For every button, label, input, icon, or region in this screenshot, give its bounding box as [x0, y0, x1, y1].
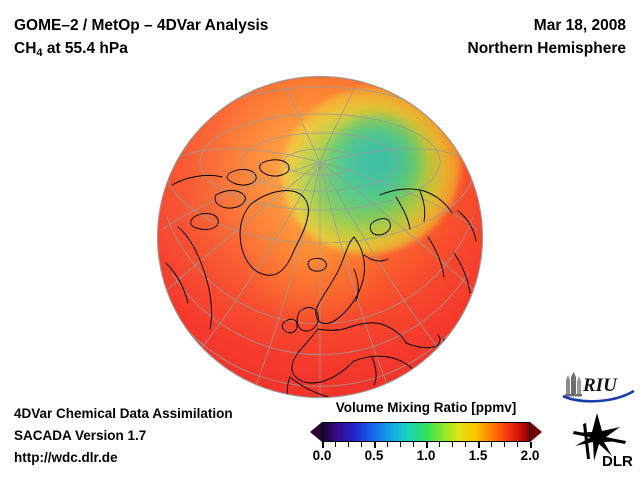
colorbar-tick-label: 0.0	[312, 448, 332, 463]
riu-towers-icon	[565, 372, 582, 397]
colorbar-tick-minor	[465, 442, 467, 447]
riu-swoosh-icon	[562, 390, 635, 403]
graticule	[161, 86, 479, 397]
altitude-label: at 55.4 hPa	[42, 40, 128, 57]
meridians	[161, 86, 479, 397]
species-subscript: 4	[36, 47, 43, 59]
date-label: Mar 18, 2008	[533, 17, 626, 34]
globe-map	[158, 77, 482, 397]
colorbar-tick-minor	[452, 442, 454, 447]
colorbar-tick-major	[530, 442, 532, 448]
colorbar-tick-labels: 0.0 0.5 1.0 1.5 2.0	[310, 448, 542, 466]
colorbar: Volume Mixing Ratio [ppmv] 0.0 0.5 1.0 1.5 2…	[310, 400, 542, 472]
colorbar-tick-label: 2.0	[520, 448, 540, 463]
colorbar-gradient	[322, 422, 530, 442]
colorbar-tick-major	[478, 442, 480, 448]
colorbar-tick-minor	[335, 442, 337, 447]
colorbar-tick-label: 1.5	[468, 448, 488, 463]
dlr-logo-icon: DLR	[572, 413, 633, 470]
colorbar-tick-label: 1.0	[416, 448, 436, 463]
colorbar-tick-minor	[361, 442, 363, 447]
globe-sphere	[158, 77, 482, 397]
dlr-mark-icon	[572, 413, 626, 461]
region-label: Northern Hemisphere	[467, 40, 626, 57]
dlr-logo-text: DLR	[602, 453, 633, 469]
species-altitude-label: CH4 at 55.4 hPa	[14, 37, 268, 65]
coastlines	[165, 159, 477, 397]
colorbar-tick-minor	[504, 442, 506, 447]
colorbar-tick-minor	[439, 442, 441, 447]
colorbar-tick-minor	[491, 442, 493, 447]
colorbar-tick-minor	[400, 442, 402, 447]
colorbar-high-cap-icon	[530, 422, 542, 442]
riu-logo-text: RIU	[582, 375, 618, 396]
colorbar-tick-minor	[348, 442, 350, 447]
species-label: CH	[14, 40, 37, 57]
colorbar-ticks	[322, 442, 532, 448]
colorbar-bar	[310, 422, 542, 442]
colorbar-tick-major	[374, 442, 376, 448]
colorbar-tick-minor	[517, 442, 519, 447]
footer-text: 4DVar Chemical Data Assimilation SACADA …	[14, 403, 233, 469]
riu-logo-icon: RIU	[562, 372, 635, 403]
colorbar-tick-major	[322, 442, 324, 448]
footer-url[interactable]: http://wdc.dlr.de	[14, 450, 118, 465]
footer-line-1: 4DVar Chemical Data Assimilation	[14, 406, 233, 421]
colorbar-title: Volume Mixing Ratio [ppmv]	[335, 400, 517, 415]
colorbar-tick-minor	[413, 442, 415, 447]
header-right: Mar 18, 2008 Northern Hemisphere	[468, 14, 626, 60]
dlr-logo: DLR	[566, 411, 636, 470]
colorbar-tick-major	[426, 442, 428, 448]
riu-logo: RIU	[560, 371, 636, 403]
colorbar-tick-label: 0.5	[364, 448, 384, 463]
footer-line-2: SACADA Version 1.7	[14, 428, 147, 443]
colorbar-tick-minor	[387, 442, 389, 447]
header-left: GOME–2 / MetOp – 4DVar Analysis CH4 at 5…	[14, 14, 268, 65]
colorbar-low-cap-icon	[310, 422, 322, 442]
page-title: GOME–2 / MetOp – 4DVar Analysis	[14, 17, 269, 34]
